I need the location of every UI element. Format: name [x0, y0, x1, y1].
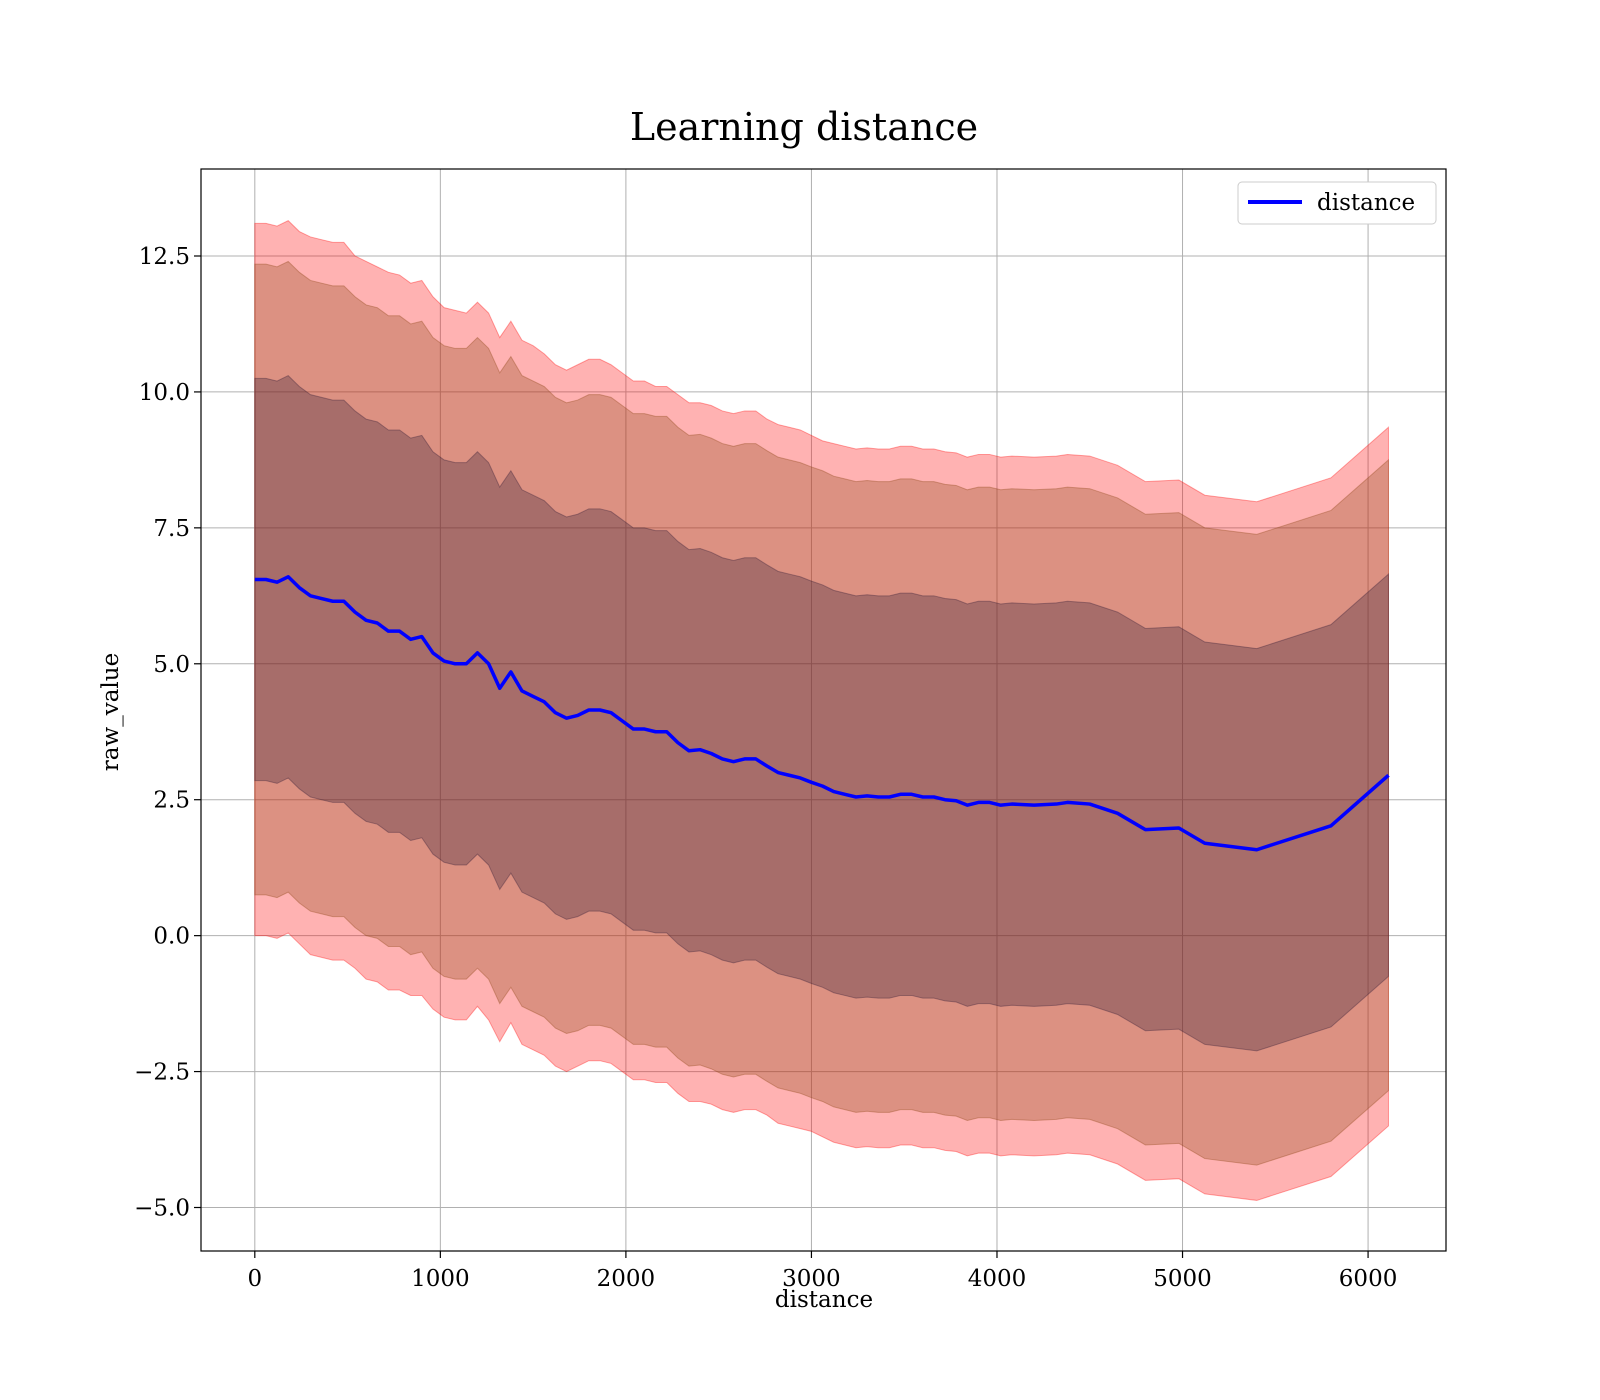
- y-tick-label: 5.0: [153, 652, 190, 678]
- legend-frame: [1237, 181, 1437, 225]
- y-tick-label: 10.0: [139, 380, 190, 406]
- legend-entry-distance: distance: [1317, 190, 1415, 216]
- band-middle-band: [254, 260, 1389, 1166]
- x-tick-label: 6000: [1339, 1266, 1398, 1292]
- x-tick-label: 5000: [1153, 1266, 1212, 1292]
- x-tick-label: 4000: [968, 1266, 1027, 1292]
- grid-lines: [201, 169, 1446, 1251]
- x-tick-label: 3000: [782, 1266, 841, 1292]
- y-tick-label: −2.5: [134, 1060, 190, 1086]
- legend: distance: [1237, 181, 1437, 225]
- y-tick-label: 12.5: [139, 244, 190, 270]
- x-axis-label: distance: [775, 1287, 873, 1313]
- band-inner-band: [254, 375, 1389, 1052]
- series-line-distance: [254, 575, 1390, 852]
- y-axis-label: raw_value: [98, 653, 124, 771]
- axis-ticks: 0 1000 2000 3000 4000 5000 6000 −5.0 −2.5 0.0 2.5 5…: [134, 244, 1397, 1292]
- y-tick-label: 2.5: [153, 788, 190, 814]
- axes-frame: [200, 168, 1447, 1252]
- x-tick-label: 1000: [411, 1266, 470, 1292]
- plot-area: 0 1000 2000 3000 4000 5000 6000 −5.0 −2.5 0.0 2.5 5…: [134, 168, 1447, 1292]
- confidence-bands: [254, 220, 1389, 1201]
- y-tick-label: 0.0: [153, 924, 190, 950]
- x-tick-label: 2000: [597, 1266, 656, 1292]
- y-tick-label: 7.5: [153, 516, 190, 542]
- band-outer-band: [254, 220, 1389, 1201]
- x-tick-label: 0: [247, 1266, 262, 1292]
- chart-title: Learning distance: [630, 105, 978, 149]
- y-tick-label: −5.0: [134, 1196, 190, 1222]
